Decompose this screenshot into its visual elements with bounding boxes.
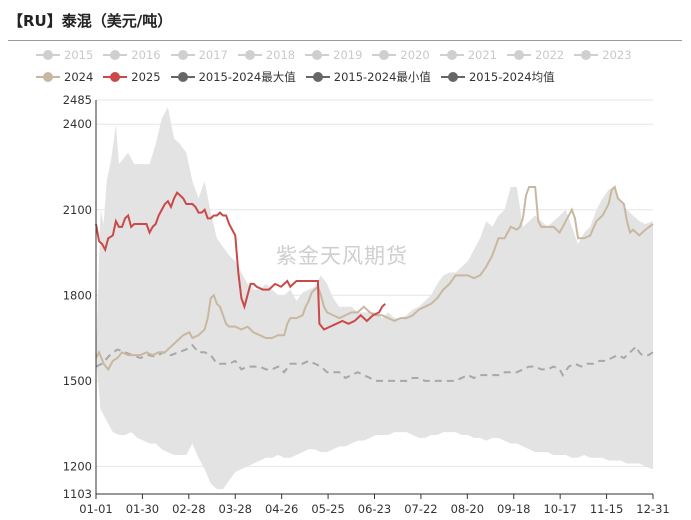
watermark: 紫金天风期货: [276, 244, 408, 268]
legend-label: 2023: [602, 48, 632, 62]
legend-row-2: 2024 2025 2015-2024最大值 2015-2024最小值 2015-202…: [36, 66, 686, 88]
x-tick-label: 01-01: [79, 502, 112, 516]
legend-marker-icon: [170, 50, 195, 60]
x-tick-label: 03-28: [219, 502, 252, 516]
y-tick-label: 2485: [63, 93, 92, 107]
x-tick-label: 08-20: [451, 502, 484, 516]
legend-item-2023[interactable]: 2023: [574, 48, 632, 62]
y-tick-label: 1800: [63, 288, 92, 302]
legend-row-1: 2015 2016 2017 2018 2019 2020 2021 2022 2023: [36, 44, 686, 66]
legend-label: 2017: [198, 48, 228, 62]
legend-marker-icon: [36, 72, 60, 82]
legend-item-2015[interactable]: 2015: [36, 48, 93, 62]
legend-item-2015-2024最小值[interactable]: 2015-2024最小值: [305, 69, 431, 85]
legend-marker-icon: [237, 50, 262, 60]
y-tick-label: 1103: [63, 487, 92, 501]
legend-label: 2022: [534, 48, 565, 62]
x-tick-label: 01-30: [126, 502, 159, 516]
legend-label: 2019: [333, 48, 363, 62]
x-tick-label: 12-31: [636, 502, 669, 516]
legend-label: 2015: [64, 48, 94, 62]
legend-label: 2015-2024最小值: [333, 70, 431, 84]
legend-marker-icon: [372, 50, 397, 60]
y-tick-label: 2100: [63, 203, 92, 217]
y-tick-label: 2400: [63, 117, 92, 131]
x-tick-label: 06-23: [358, 502, 391, 516]
legend-item-2016[interactable]: 2016: [103, 48, 161, 62]
legend-marker-icon: [305, 50, 330, 60]
series-line-2024: [95, 185, 654, 372]
legend-item-2021[interactable]: 2021: [439, 48, 497, 62]
legend-marker-icon: [103, 50, 128, 60]
x-tick-label: 04-26: [265, 502, 298, 516]
legend-label: 2015-2024均值: [468, 70, 555, 84]
legend-item-2015-2024均值[interactable]: 2015-2024均值: [440, 69, 555, 85]
series-line-2025: [95, 191, 386, 331]
legend: 2015 2016 2017 2018 2019 2020 2021 2022 2023 202…: [36, 44, 686, 88]
legend-label: 2016: [131, 48, 161, 62]
legend-label: 2020: [400, 48, 430, 62]
legend-item-2017[interactable]: 2017: [170, 48, 228, 62]
legend-item-2024[interactable]: 2024: [36, 70, 93, 84]
legend-label: 2024: [64, 70, 94, 84]
legend-item-2022[interactable]: 2022: [506, 48, 565, 62]
legend-item-2015-2024最大值[interactable]: 2015-2024最大值: [170, 69, 296, 85]
x-tick-label: 11-15: [590, 502, 623, 516]
legend-item-2025[interactable]: 2025: [103, 70, 161, 84]
y-tick-label: 1500: [63, 374, 92, 388]
x-tick-label: 02-28: [172, 502, 205, 516]
legend-marker-icon: [36, 50, 60, 60]
legend-item-2018[interactable]: 2018: [237, 48, 296, 62]
legend-marker-icon: [506, 50, 531, 60]
legend-marker-icon: [170, 72, 195, 82]
legend-label: 2015-2024最大值: [198, 70, 296, 84]
legend-marker-icon: [439, 50, 464, 60]
legend-item-2020[interactable]: 2020: [372, 48, 430, 62]
legend-marker-icon: [440, 72, 465, 82]
legend-label: 2021: [467, 48, 497, 62]
legend-item-2019[interactable]: 2019: [305, 48, 362, 62]
y-tick-label: 1200: [63, 459, 92, 473]
legend-label: 2018: [265, 48, 296, 62]
legend-marker-icon: [103, 72, 128, 82]
x-tick-label: 07-22: [404, 502, 437, 516]
title-divider: [8, 40, 682, 41]
x-tick-label: 10-17: [543, 502, 576, 516]
chart-title: 【RU】泰混（美元/吨）: [8, 12, 173, 30]
series-line-mean: [95, 343, 654, 382]
legend-marker-icon: [574, 50, 599, 60]
range-band-area: [96, 107, 653, 490]
legend-marker-icon: [305, 72, 330, 82]
legend-label: 2025: [131, 70, 161, 84]
x-tick-label: 09-18: [497, 502, 530, 516]
x-tick-label: 05-25: [311, 502, 344, 516]
